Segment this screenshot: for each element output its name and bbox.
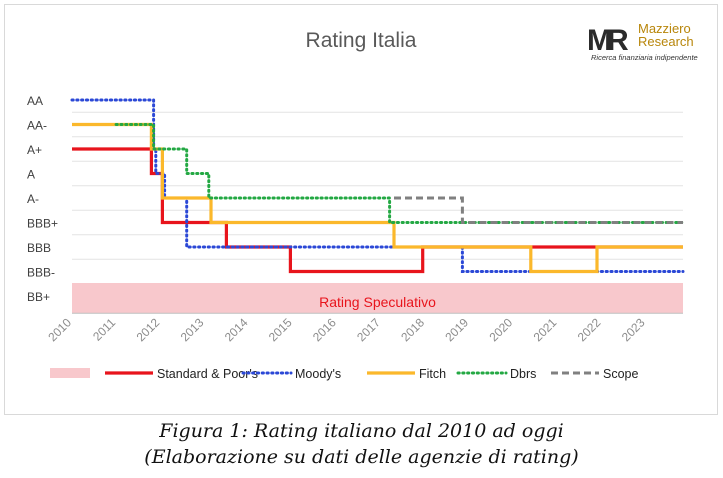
y-tick-label: AA- [27,119,47,133]
y-tick-label: A+ [27,143,42,157]
logo-mark-r: R [607,24,629,57]
x-tick-label: 2014 [222,315,251,344]
legend-label: Moody's [295,367,341,381]
legend: Standard & Poor's Moody's Fitch Dbrs Scope [50,367,638,381]
x-tick-label: 2010 [45,315,74,344]
rating-chart: Rating Speculativo BB+ BBB- BBB BBB+ A- A A+ AA… [27,21,698,381]
logo-text-1: Mazziero [638,21,691,36]
logo: M R Mazziero Research Ricerca finanziari… [587,21,698,62]
x-tick-label: 2011 [90,315,118,343]
chart-title: Rating Italia [306,29,417,52]
y-tick-label: BBB+ [27,217,58,231]
legend-label: Fitch [419,367,446,381]
speculative-zone: Rating Speculativo [72,283,683,314]
y-tick-label: A- [27,192,39,206]
logo-text-2: Research [638,34,694,49]
x-tick-label: 2016 [310,315,339,344]
x-tick-label: 2021 [531,315,560,344]
speculative-zone-label: Rating Speculativo [319,294,436,310]
x-tick-label: 2018 [398,315,427,344]
y-tick-label: BB+ [27,290,50,304]
logo-tagline: Ricerca finanziaria indipendente [591,53,698,62]
legend-label: Standard & Poor's [157,367,258,381]
legend-label: Dbrs [510,367,536,381]
figure-caption-source: (Elaborazione su dati delle agenzie di r… [144,446,579,468]
x-tick-label: 2023 [619,315,648,344]
series-lines [70,98,685,274]
x-tick-label: 2022 [575,315,604,344]
chart-frame: Rating Speculativo BB+ BBB- BBB BBB+ A- A A+ AA… [4,4,718,415]
legend-swatch-zone [50,368,90,378]
y-tick-label: AA [27,94,43,108]
x-tick-label: 2015 [266,315,295,344]
logo-mark: M [587,24,612,57]
x-tick-label: 2019 [442,315,471,344]
y-tick-label: A [27,168,35,182]
speculative-zone-rect [72,283,683,314]
x-tick-label: 2012 [134,315,163,344]
series-line-scope [394,196,683,224]
x-tick-label: 2020 [486,315,515,344]
x-tick-label: 2017 [354,315,383,344]
series-line-dbrs [114,123,685,224]
figure-caption-title: Figura 1: Rating italiano dal 2010 ad og… [159,420,564,442]
legend-label: Scope [603,367,638,381]
y-tick-label: BBB- [27,266,55,280]
y-tick-label: BBB [27,241,51,255]
x-tick-label: 2013 [178,315,207,344]
